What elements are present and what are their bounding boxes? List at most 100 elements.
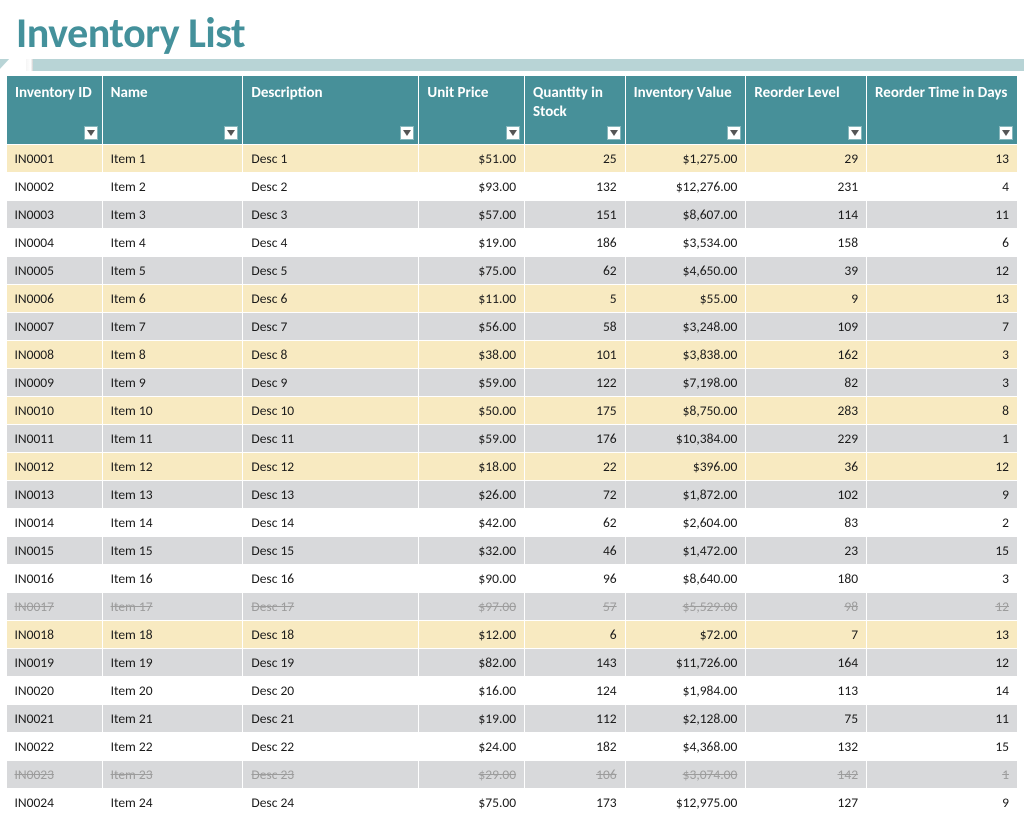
cell-days[interactable]: 2 [867, 508, 1018, 536]
cell-value[interactable]: $11,726.00 [625, 648, 746, 676]
cell-price[interactable]: $19.00 [419, 704, 525, 732]
cell-desc[interactable]: Desc 14 [243, 508, 419, 536]
cell-value[interactable]: $1,872.00 [625, 480, 746, 508]
cell-days[interactable]: 3 [867, 564, 1018, 592]
table-row[interactable]: IN0001Item 1Desc 1$51.0025$1,275.002913 [7, 144, 1018, 172]
table-row[interactable]: IN0016Item 16Desc 16$90.0096$8,640.00180… [7, 564, 1018, 592]
column-header-reord[interactable]: Reorder Level [746, 76, 867, 145]
table-row[interactable]: IN0002Item 2Desc 2$93.00132$12,276.00231… [7, 172, 1018, 200]
cell-name[interactable]: Item 7 [102, 312, 243, 340]
table-row[interactable]: IN0008Item 8Desc 8$38.00101$3,838.001623 [7, 340, 1018, 368]
cell-qty[interactable]: 106 [525, 760, 626, 788]
cell-value[interactable]: $10,384.00 [625, 424, 746, 452]
cell-reord[interactable]: 98 [746, 592, 867, 620]
cell-price[interactable]: $29.00 [419, 760, 525, 788]
cell-qty[interactable]: 143 [525, 648, 626, 676]
filter-dropdown-icon[interactable] [727, 126, 741, 140]
cell-price[interactable]: $93.00 [419, 172, 525, 200]
cell-qty[interactable]: 176 [525, 424, 626, 452]
cell-reord[interactable]: 127 [746, 788, 867, 816]
cell-value[interactable]: $4,650.00 [625, 256, 746, 284]
cell-name[interactable]: Item 18 [102, 620, 243, 648]
cell-id[interactable]: IN0023 [7, 760, 103, 788]
table-row[interactable]: IN0018Item 18Desc 18$12.006$72.00713 [7, 620, 1018, 648]
cell-id[interactable]: IN0015 [7, 536, 103, 564]
column-header-name[interactable]: Name [102, 76, 243, 145]
cell-desc[interactable]: Desc 1 [243, 144, 419, 172]
cell-days[interactable]: 13 [867, 620, 1018, 648]
cell-value[interactable]: $3,074.00 [625, 760, 746, 788]
cell-value[interactable]: $396.00 [625, 452, 746, 480]
cell-days[interactable]: 1 [867, 424, 1018, 452]
cell-qty[interactable]: 58 [525, 312, 626, 340]
cell-desc[interactable]: Desc 6 [243, 284, 419, 312]
cell-id[interactable]: IN0001 [7, 144, 103, 172]
cell-id[interactable]: IN0012 [7, 452, 103, 480]
cell-reord[interactable]: 9 [746, 284, 867, 312]
cell-days[interactable]: 9 [867, 788, 1018, 816]
table-row[interactable]: IN0017Item 17Desc 17$97.0057$5,529.00981… [7, 592, 1018, 620]
cell-qty[interactable]: 6 [525, 620, 626, 648]
cell-qty[interactable]: 186 [525, 228, 626, 256]
table-row[interactable]: IN0003Item 3Desc 3$57.00151$8,607.001141… [7, 200, 1018, 228]
filter-dropdown-icon[interactable] [84, 126, 98, 140]
table-row[interactable]: IN0020Item 20Desc 20$16.00124$1,984.0011… [7, 676, 1018, 704]
cell-value[interactable]: $3,248.00 [625, 312, 746, 340]
cell-value[interactable]: $1,275.00 [625, 144, 746, 172]
cell-price[interactable]: $56.00 [419, 312, 525, 340]
cell-id[interactable]: IN0018 [7, 620, 103, 648]
cell-desc[interactable]: Desc 24 [243, 788, 419, 816]
cell-name[interactable]: Item 12 [102, 452, 243, 480]
cell-desc[interactable]: Desc 23 [243, 760, 419, 788]
cell-desc[interactable]: Desc 17 [243, 592, 419, 620]
cell-id[interactable]: IN0007 [7, 312, 103, 340]
cell-price[interactable]: $18.00 [419, 452, 525, 480]
cell-days[interactable]: 12 [867, 648, 1018, 676]
table-row[interactable]: IN0004Item 4Desc 4$19.00186$3,534.001586 [7, 228, 1018, 256]
cell-id[interactable]: IN0011 [7, 424, 103, 452]
filter-dropdown-icon[interactable] [999, 126, 1013, 140]
cell-value[interactable]: $8,607.00 [625, 200, 746, 228]
cell-price[interactable]: $97.00 [419, 592, 525, 620]
cell-name[interactable]: Item 24 [102, 788, 243, 816]
cell-desc[interactable]: Desc 9 [243, 368, 419, 396]
cell-reord[interactable]: 39 [746, 256, 867, 284]
cell-desc[interactable]: Desc 4 [243, 228, 419, 256]
cell-id[interactable]: IN0022 [7, 732, 103, 760]
cell-desc[interactable]: Desc 13 [243, 480, 419, 508]
table-row[interactable]: IN0006Item 6Desc 6$11.005$55.00913 [7, 284, 1018, 312]
table-row[interactable]: IN0019Item 19Desc 19$82.00143$11,726.001… [7, 648, 1018, 676]
cell-price[interactable]: $90.00 [419, 564, 525, 592]
cell-qty[interactable]: 46 [525, 536, 626, 564]
cell-value[interactable]: $2,128.00 [625, 704, 746, 732]
column-header-price[interactable]: Unit Price [419, 76, 525, 145]
cell-price[interactable]: $82.00 [419, 648, 525, 676]
cell-name[interactable]: Item 21 [102, 704, 243, 732]
table-row[interactable]: IN0005Item 5Desc 5$75.0062$4,650.003912 [7, 256, 1018, 284]
cell-desc[interactable]: Desc 3 [243, 200, 419, 228]
cell-id[interactable]: IN0021 [7, 704, 103, 732]
cell-name[interactable]: Item 4 [102, 228, 243, 256]
cell-qty[interactable]: 122 [525, 368, 626, 396]
cell-days[interactable]: 4 [867, 172, 1018, 200]
cell-name[interactable]: Item 20 [102, 676, 243, 704]
cell-qty[interactable]: 132 [525, 172, 626, 200]
cell-name[interactable]: Item 16 [102, 564, 243, 592]
cell-qty[interactable]: 175 [525, 396, 626, 424]
cell-name[interactable]: Item 5 [102, 256, 243, 284]
cell-desc[interactable]: Desc 10 [243, 396, 419, 424]
cell-reord[interactable]: 83 [746, 508, 867, 536]
cell-name[interactable]: Item 22 [102, 732, 243, 760]
cell-price[interactable]: $51.00 [419, 144, 525, 172]
cell-desc[interactable]: Desc 11 [243, 424, 419, 452]
cell-id[interactable]: IN0009 [7, 368, 103, 396]
cell-price[interactable]: $50.00 [419, 396, 525, 424]
cell-id[interactable]: IN0014 [7, 508, 103, 536]
cell-days[interactable]: 12 [867, 256, 1018, 284]
table-row[interactable]: IN0022Item 22Desc 22$24.00182$4,368.0013… [7, 732, 1018, 760]
cell-id[interactable]: IN0004 [7, 228, 103, 256]
cell-name[interactable]: Item 8 [102, 340, 243, 368]
cell-price[interactable]: $59.00 [419, 424, 525, 452]
cell-name[interactable]: Item 14 [102, 508, 243, 536]
cell-value[interactable]: $55.00 [625, 284, 746, 312]
